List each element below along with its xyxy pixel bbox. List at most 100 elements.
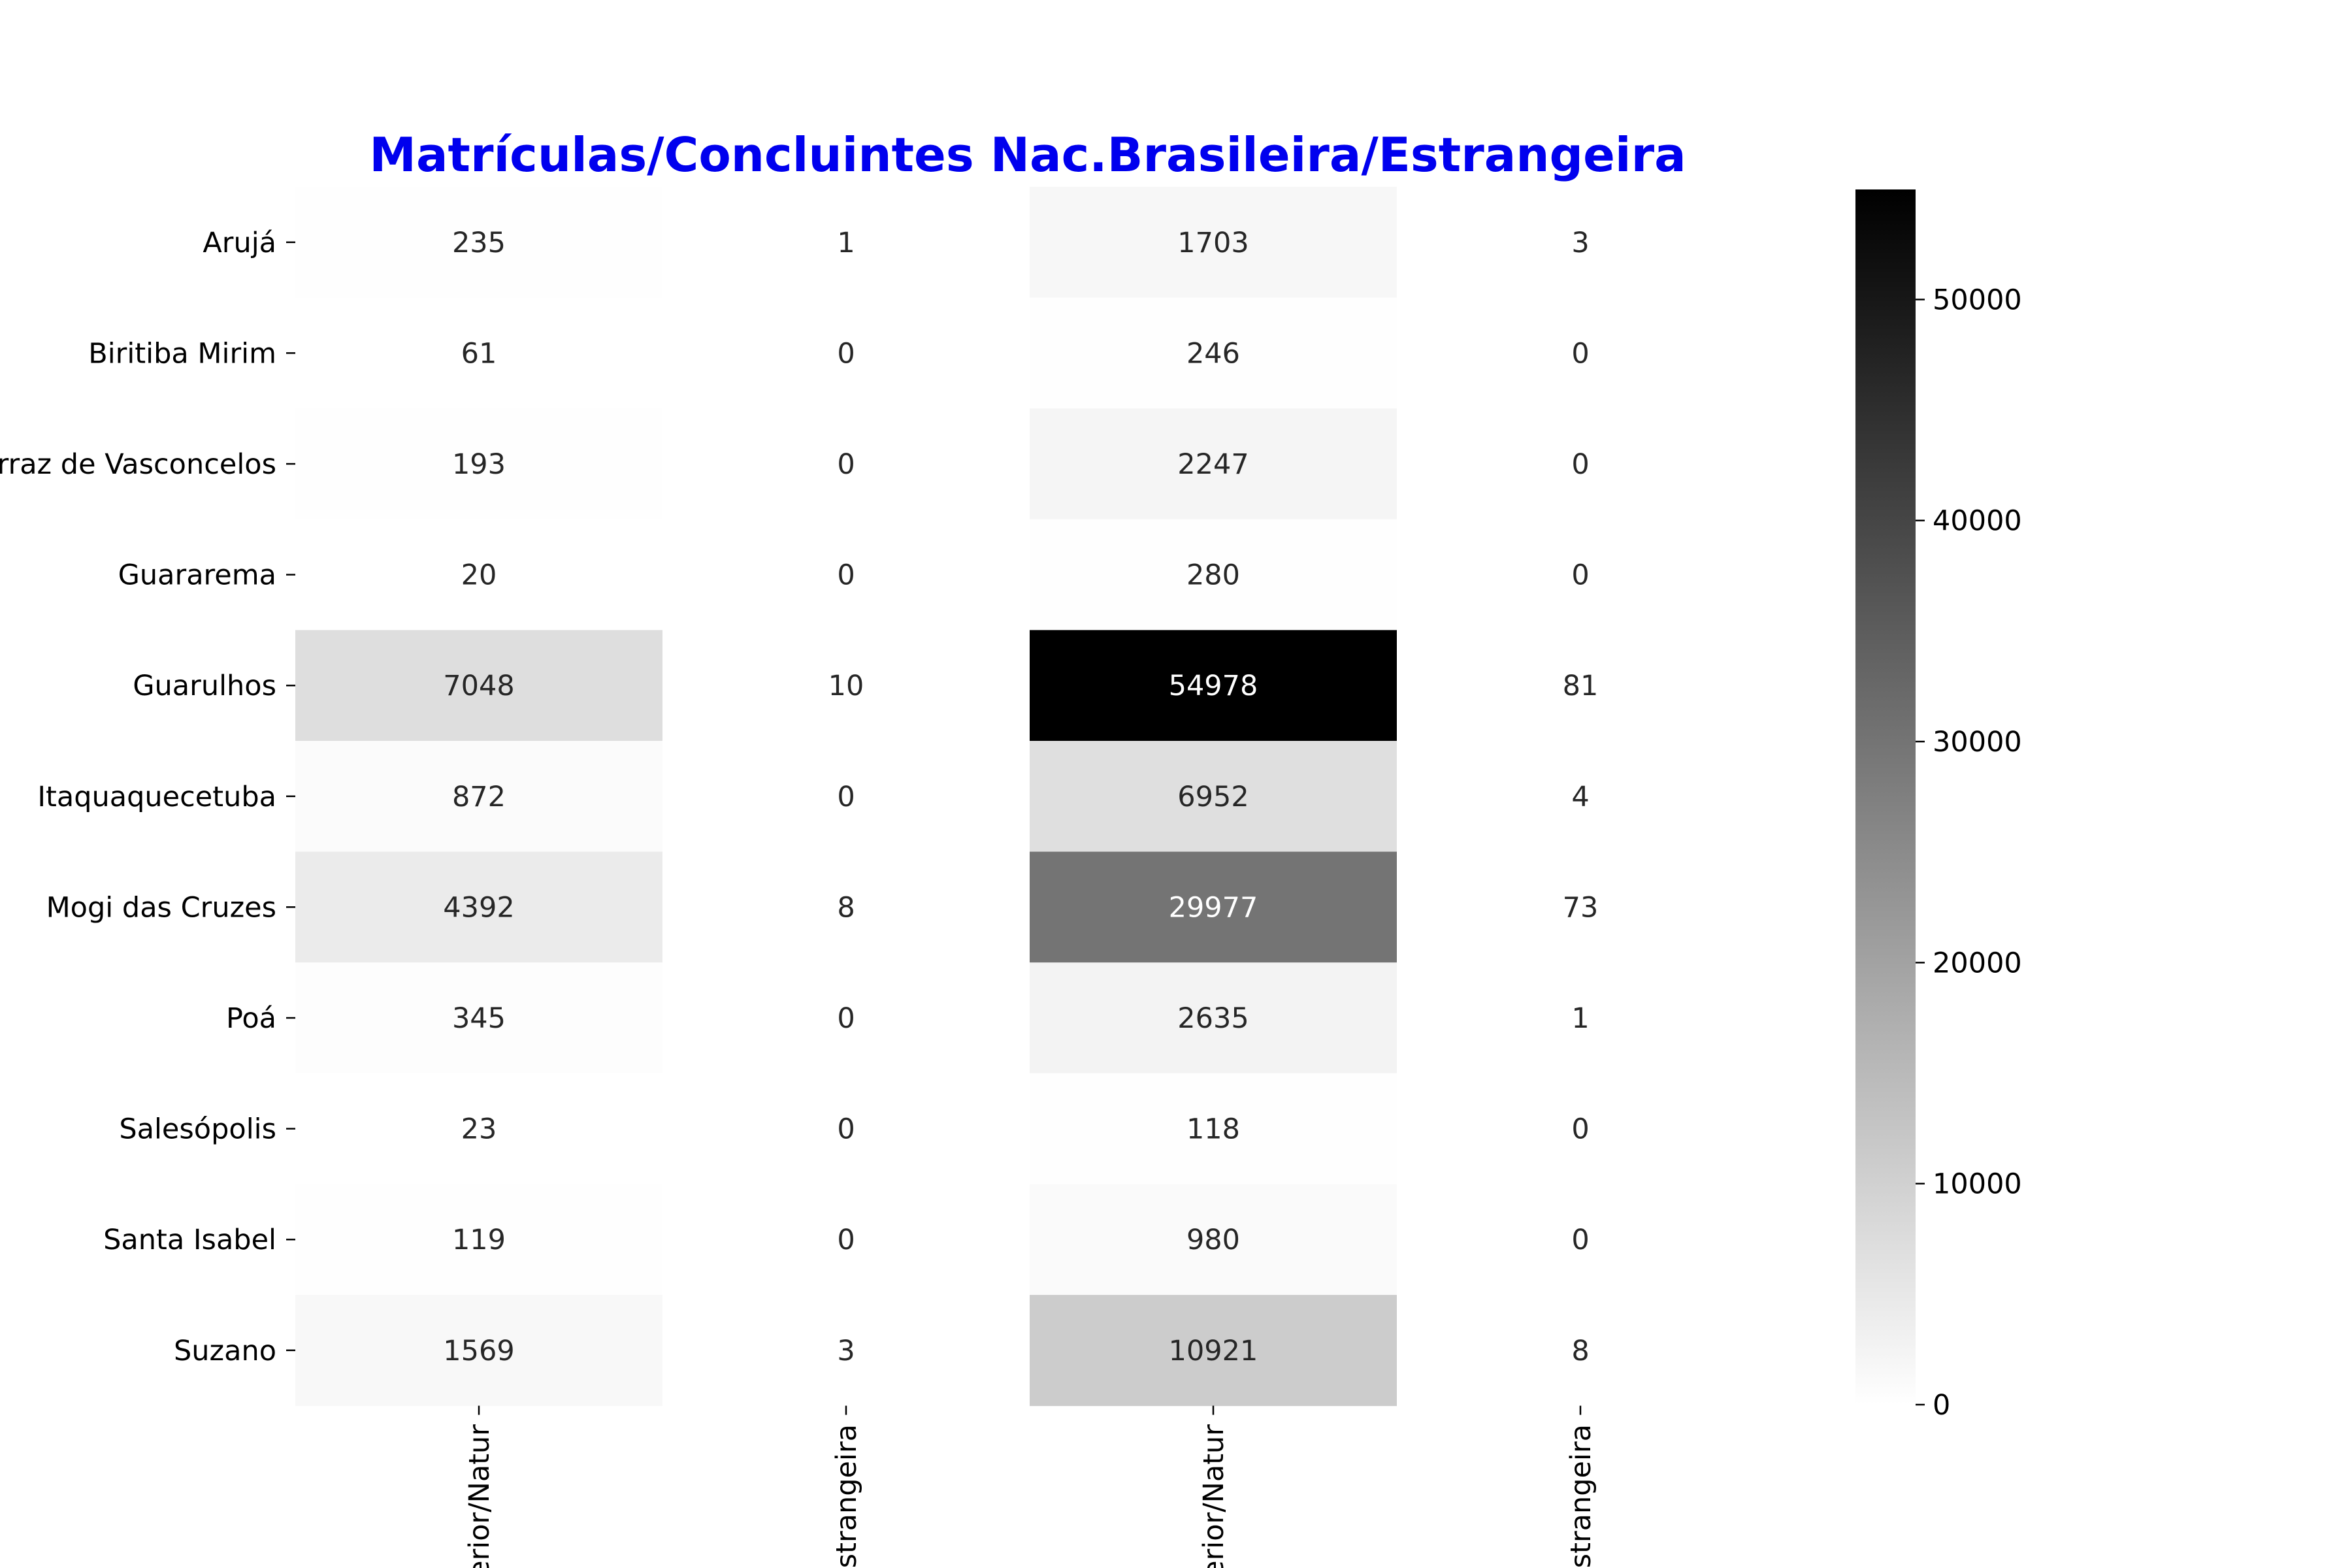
heatmap-cell <box>1397 630 1765 742</box>
cell-value-label: 10 <box>828 670 864 702</box>
heatmap-cell <box>1397 187 1765 299</box>
colorbar-tick-label: 10000 <box>1933 1168 2022 1201</box>
cell-value-label: 118 <box>1186 1113 1240 1146</box>
cell-value-label: 119 <box>452 1224 506 1256</box>
cell-value-label: 4 <box>1571 781 1589 813</box>
y-tick-label: Suzano <box>174 1335 276 1367</box>
heatmap-cell <box>1397 1073 1765 1184</box>
cell-value-label: 10921 <box>1169 1335 1258 1367</box>
heatmap-cell <box>1030 187 1397 299</box>
y-tick-label: Biritiba Mirim <box>88 337 276 370</box>
heatmap-cell <box>1030 1295 1397 1407</box>
cell-value-label: 2635 <box>1177 1002 1249 1035</box>
colorbar-tick-label: 40000 <box>1933 505 2022 538</box>
heatmap-cell <box>662 1184 1030 1296</box>
cell-value-label: 0 <box>1571 448 1589 481</box>
y-axis: Arujá Biritiba Mirim erraz de Vasconcelos G… <box>0 227 295 1367</box>
heatmap-cell <box>295 962 663 1074</box>
heatmap-cell <box>1397 297 1765 409</box>
y-tick-label: erraz de Vasconcelos <box>0 448 276 481</box>
heatmap-cell <box>1397 1184 1765 1296</box>
cell-value-label: 23 <box>461 1113 497 1146</box>
heatmap-cell <box>662 630 1030 742</box>
heatmap-cell <box>1030 408 1397 520</box>
cell-value-label: 3 <box>837 1335 855 1367</box>
cell-value-label: 872 <box>452 781 506 813</box>
cell-value-label: 0 <box>1571 1224 1589 1256</box>
heatmap-cell <box>1030 851 1397 963</box>
cell-value-label: 3 <box>1571 227 1589 259</box>
x-tick-label: Estrangeira <box>830 1424 863 1568</box>
cell-value-label: 54978 <box>1169 670 1258 702</box>
y-tick-label: Guarulhos <box>133 670 276 702</box>
heatmap-cell <box>1030 630 1397 742</box>
cell-value-label: 20 <box>461 559 497 592</box>
y-tick-label: Salesópolis <box>119 1113 276 1146</box>
heatmap-cell <box>1397 741 1765 853</box>
cell-value-label: 980 <box>1186 1224 1240 1256</box>
heatmap-cell <box>662 187 1030 299</box>
heatmap-cell <box>1397 962 1765 1074</box>
x-axis: terior/Natur Estrangeira terior/Natur Estra… <box>463 1405 1597 1568</box>
heatmap-cell <box>662 519 1030 630</box>
colorbar-tick-label: 30000 <box>1933 726 2022 759</box>
cell-value-label: 0 <box>837 781 855 813</box>
heatmap-cell <box>662 962 1030 1074</box>
cell-value-label: 73 <box>1563 891 1599 924</box>
cell-value-label: 7048 <box>443 670 514 702</box>
colorbar-tick-label: 0 <box>1933 1389 1950 1422</box>
heatmap-cell <box>1030 1073 1397 1184</box>
cell-value-label: 0 <box>837 337 855 370</box>
chart-title: Matrículas/Concluintes Nac.Brasileira/Es… <box>369 127 1686 182</box>
cell-value-label: 235 <box>452 227 506 259</box>
cell-value-label: 8 <box>837 891 855 924</box>
heatmap-cell <box>1397 1295 1765 1407</box>
y-tick-label: Santa Isabel <box>103 1224 276 1256</box>
heatmap-cell <box>295 297 663 409</box>
cell-value-label: 1703 <box>1177 227 1249 259</box>
cell-value-label: 1569 <box>443 1335 514 1367</box>
heatmap-cell <box>662 1073 1030 1184</box>
cell-value-label: 0 <box>1571 1113 1589 1146</box>
cell-value-label: 81 <box>1563 670 1599 702</box>
heatmap-cell <box>295 187 663 299</box>
cell-value-label: 29977 <box>1169 891 1258 924</box>
heatmap-cell <box>295 1295 663 1407</box>
cell-value-label: 0 <box>837 1002 855 1035</box>
cell-value-label: 0 <box>837 559 855 592</box>
heatmap-cell <box>662 851 1030 963</box>
cell-value-label: 6952 <box>1177 781 1249 813</box>
cell-value-label: 8 <box>1571 1335 1589 1367</box>
cell-value-label: 0 <box>1571 559 1589 592</box>
cell-value-label: 1 <box>837 227 855 259</box>
cell-value-label: 0 <box>837 1224 855 1256</box>
heatmap-cell <box>662 297 1030 409</box>
colorbar: 0 10000 20000 30000 40000 50000 <box>1855 189 2022 1422</box>
heatmap-cell <box>295 1073 663 1184</box>
x-tick-label: terior/Natur <box>463 1424 496 1568</box>
heatmap-cell <box>662 1295 1030 1407</box>
heatmap-cell <box>1030 962 1397 1074</box>
colorbar-tick-label: 50000 <box>1933 284 2022 316</box>
cell-value-label: 0 <box>1571 337 1589 370</box>
heatmap-cell <box>662 741 1030 853</box>
y-tick-label: Poá <box>226 1002 276 1035</box>
heatmap-cell <box>1030 297 1397 409</box>
cell-value-label: 280 <box>1186 559 1240 592</box>
heatmap-cell <box>295 1184 663 1296</box>
heatmap-cell <box>1397 519 1765 630</box>
cell-value-label: 246 <box>1186 337 1240 370</box>
heatmap-cell <box>1030 741 1397 853</box>
heatmap-cell <box>662 408 1030 520</box>
colorbar-scale <box>1855 189 1916 1405</box>
cell-value-label: 0 <box>837 448 855 481</box>
heatmap-cell <box>295 741 663 853</box>
heatmap-cell <box>1030 1184 1397 1296</box>
y-tick-label: Itaquaquecetuba <box>37 781 276 813</box>
cell-value-label: 345 <box>452 1002 506 1035</box>
x-tick-label: Estrangeira <box>1565 1424 1597 1568</box>
cell-value-label: 193 <box>452 448 506 481</box>
cell-value-label: 0 <box>837 1113 855 1146</box>
x-tick-label: terior/Natur <box>1198 1424 1230 1568</box>
